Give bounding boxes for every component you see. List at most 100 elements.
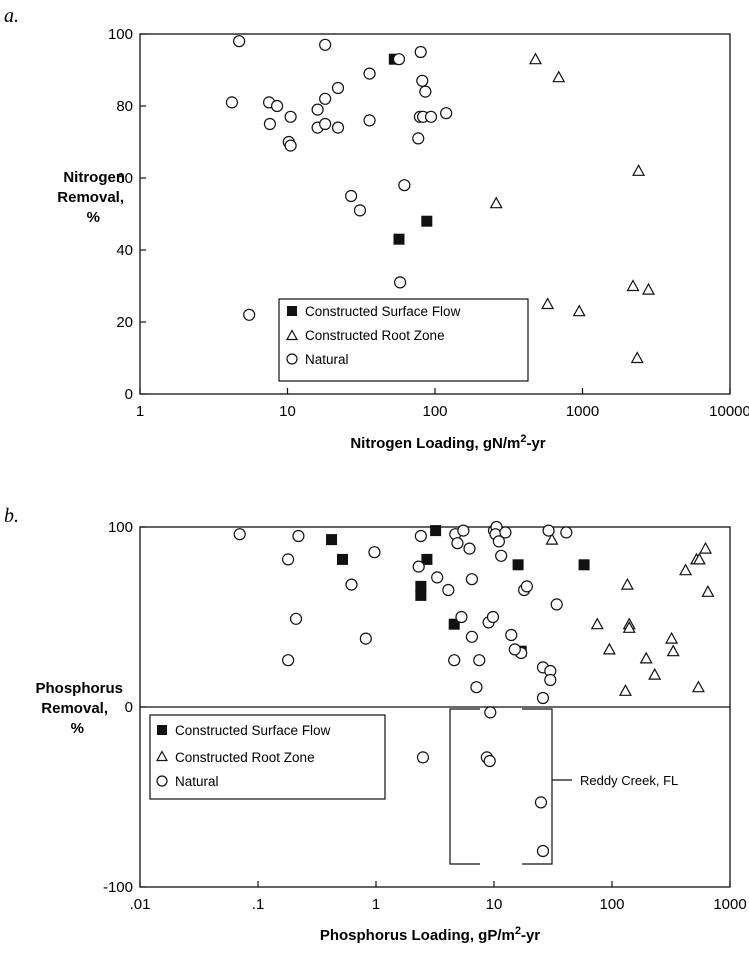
point-natural [508,643,521,656]
ticks-a: 1 10 100 1000 10000 0 20 40 60 80 100 [108,26,749,420]
x-tick-label-b: .01 [130,896,151,913]
point-natural [414,529,427,543]
point-constructed-root-zone [602,642,616,655]
point-natural [363,67,376,80]
point-constructed-surface-flow [326,534,338,546]
point-natural [284,110,297,123]
point-natural [550,598,563,611]
y-tick-label-b: 0 [125,699,133,716]
panel-letter-b: b. [4,505,19,527]
point-natural [225,96,239,109]
legend-a: Constructed Surface Flow Constructed Roo… [278,298,529,382]
legend-box-a [278,298,529,382]
point-constructed-root-zone [552,70,566,83]
panel-letter-a: a. [4,5,19,27]
x-tick-label-a: 1 [136,403,144,420]
point-natural [484,706,497,719]
x-tick-label-b: 10 [486,896,503,913]
x-axis-label-a: Nitrogen Loading, gN/m2-yr [350,433,545,452]
point-natural [345,578,358,591]
point-natural [319,92,332,105]
legend-b-marker-root-zone [155,750,169,762]
point-constructed-surface-flow [421,553,433,565]
point-constructed-root-zone [622,621,636,633]
y-tick-label-a: 40 [116,242,133,259]
point-constructed-root-zone [692,552,706,565]
point-natural [282,553,295,566]
point-natural [536,691,550,705]
point-constructed-root-zone [632,164,646,176]
point-constructed-root-zone [666,644,680,657]
point-natural [416,751,430,764]
points-a [225,35,655,364]
x-tick-label-a: 1000 [566,403,599,420]
legend-b-marker-natural [156,775,168,787]
point-natural [282,654,295,667]
point-natural [416,74,429,87]
point-natural [392,53,406,66]
point-natural [233,528,246,541]
y-tick-label-a: 80 [116,98,133,115]
chart-panel-b: b. Phosphorus Removal, % Phosphorus Load… [4,505,747,944]
point-natural [542,524,555,537]
point-constructed-root-zone [630,351,644,364]
y-tick-label-a: 0 [125,386,133,403]
point-natural [311,103,324,116]
point-natural [544,673,557,687]
legend-a-marker-natural [286,353,298,365]
point-natural [263,117,277,131]
point-natural [419,85,432,98]
point-natural [353,204,367,217]
point-constructed-root-zone [665,631,679,644]
legend-b-label-surface-flow: Constructed Surface Flow [175,723,331,738]
point-constructed-surface-flow [512,559,524,571]
x-tick-label-a: 100 [422,403,447,420]
reddy-creek-bracket-left [449,708,480,865]
point-natural [440,107,453,120]
y-axis-label-a-line3: % [87,209,100,226]
point-natural [398,179,411,192]
y-axis-label-a-line1: Nitrogen [63,169,125,186]
point-natural [463,542,476,555]
legend-a-label-root-zone: Constructed Root Zone [305,328,445,343]
point-natural [534,796,548,809]
point-natural [431,571,444,584]
y-tick-label-a: 100 [108,26,133,43]
point-natural [424,110,438,123]
point-natural [455,610,468,624]
chart-panel-a: a. Nitrogen Removal, % Nitrogen Loading,… [4,5,749,452]
x-tick-label-b: 1000 [713,896,746,913]
point-natural [331,81,345,95]
legend-box-b [149,714,386,800]
y-tick-label-b: 100 [108,519,133,536]
point-natural [495,549,508,562]
y-tick-label-a: 20 [116,314,133,331]
point-constructed-root-zone [620,577,634,590]
x-tick-label-b: 1 [372,896,380,913]
legend-b-label-root-zone: Constructed Root Zone [175,750,315,765]
point-constructed-surface-flow [421,215,433,227]
point-natural [363,114,376,127]
point-constructed-surface-flow [448,618,460,630]
y-axis-label-b-line2: Removal, [41,700,108,717]
point-constructed-root-zone [626,279,640,292]
point-constructed-root-zone [691,680,705,693]
point-constructed-root-zone [679,563,693,576]
point-natural [499,526,512,539]
points-b [233,520,715,858]
point-natural [345,189,358,203]
point-constructed-root-zone [590,617,604,630]
y-axis-label-a-line2: Removal, [57,189,124,206]
point-natural [560,526,573,539]
reddy-creek-label: Reddy Creek, FL [580,773,678,788]
point-natural [270,99,284,113]
x-tick-label-a: 10 [279,403,296,420]
point-constructed-root-zone [648,667,662,680]
point-constructed-surface-flow [415,589,427,601]
x-tick-label-b: .1 [252,896,265,913]
reddy-creek-bracket-right [522,708,553,865]
point-natural [448,654,461,667]
point-natural [243,308,256,321]
point-natural [319,38,332,51]
